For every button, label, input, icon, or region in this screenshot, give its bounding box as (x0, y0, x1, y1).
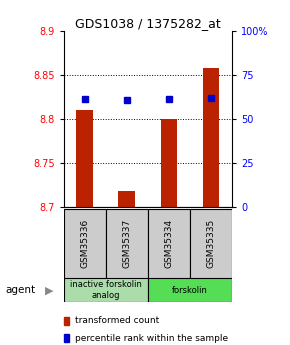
Text: GSM35335: GSM35335 (206, 219, 215, 268)
Bar (76, 110, 93, 207)
Bar (190, 209, 232, 278)
Bar (161, 119, 177, 207)
Bar (148, 209, 190, 278)
Bar (148, 278, 232, 302)
Text: forskolin: forskolin (172, 286, 208, 295)
Text: GSM35334: GSM35334 (164, 219, 173, 268)
Title: GDS1038 / 1375282_at: GDS1038 / 1375282_at (75, 17, 221, 30)
Bar (64, 209, 106, 278)
Bar (64, 278, 148, 302)
Bar (118, 191, 135, 207)
Text: ▶: ▶ (45, 285, 54, 295)
Bar (106, 209, 148, 278)
Text: agent: agent (6, 285, 36, 295)
Bar (202, 68, 219, 207)
Text: GSM35337: GSM35337 (122, 219, 131, 268)
Text: transformed count: transformed count (75, 316, 159, 325)
Text: percentile rank within the sample: percentile rank within the sample (75, 334, 228, 343)
Text: GSM35336: GSM35336 (80, 219, 89, 268)
Text: inactive forskolin
analog: inactive forskolin analog (70, 280, 142, 300)
